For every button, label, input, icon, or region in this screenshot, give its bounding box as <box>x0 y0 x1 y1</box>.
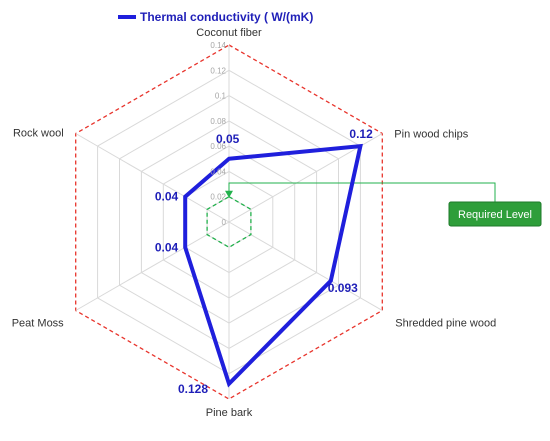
legend-label: Thermal conductivity ( W/(mK) <box>140 10 313 24</box>
category-label: Rock wool <box>13 128 64 140</box>
required-level-ring <box>206 195 252 249</box>
data-label: 0.04 <box>155 240 179 254</box>
callout-arrowhead <box>225 190 233 198</box>
series-layer <box>183 143 363 388</box>
category-label: Pin wood chips <box>394 129 468 141</box>
data-label: 0.05 <box>216 132 240 146</box>
axis-tick-label: 0 <box>222 218 227 227</box>
legend: Thermal conductivity ( W/(mK) <box>118 10 313 24</box>
axis-tick-label: 0.1 <box>215 92 227 101</box>
category-label: Peat Moss <box>12 318 64 330</box>
axis-tick-label: 0.06 <box>210 142 226 151</box>
data-label: 0.12 <box>349 127 373 141</box>
axis-tick-label: 0.08 <box>210 117 226 126</box>
axis-tick-label: 0.14 <box>210 41 226 50</box>
category-label: Coconut fiber <box>196 27 262 39</box>
data-label: 0.093 <box>328 281 358 295</box>
axis-tick-label: 0.02 <box>210 193 226 202</box>
label-layer: 0 0.02 0.04 0.06 0.08 0.1 0.12 0.14 Coconut fibe… <box>12 27 496 419</box>
required-level-callout: Required Level <box>448 201 542 227</box>
category-label: Pine bark <box>206 407 253 419</box>
callout-connector <box>228 182 496 202</box>
required-level-annotation <box>206 182 496 249</box>
required-level-box <box>448 201 542 227</box>
axis-tick-label: 0.04 <box>210 167 226 176</box>
spoke-line <box>75 221 230 311</box>
spoke-line <box>228 221 383 311</box>
axis-tick-label: 0.12 <box>210 66 226 75</box>
category-label: Shredded pine wood <box>395 318 496 330</box>
data-label: 0.128 <box>178 382 208 396</box>
data-label: 0.04 <box>155 190 179 204</box>
required-level-label: Required Level <box>458 209 532 221</box>
spoke-line <box>75 133 230 223</box>
radar-grid <box>75 44 383 400</box>
